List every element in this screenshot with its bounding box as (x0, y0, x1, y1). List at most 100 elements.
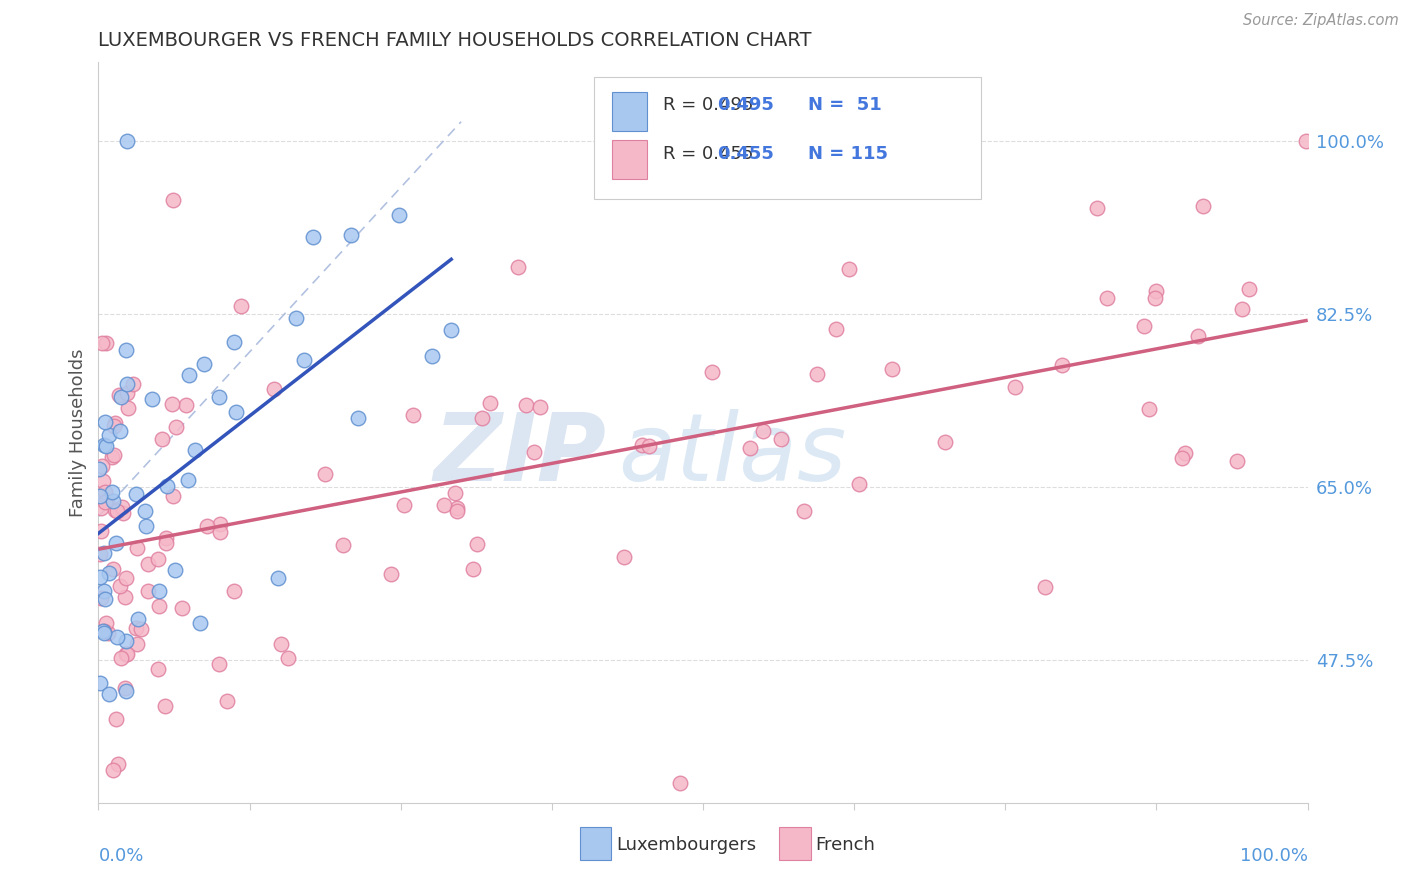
Point (225, 405, 247, 419)
Point (824, 322, 846, 336)
Point (446, 504, 468, 518)
Point (461, 562, 484, 576)
Point (93, 438, 115, 452)
Point (91, 475, 114, 489)
Point (1085, 201, 1108, 215)
Point (217, 694, 239, 708)
Point (165, 419, 187, 434)
Point (90, 501, 112, 516)
Point (98, 687, 121, 701)
Point (523, 445, 546, 459)
FancyBboxPatch shape (779, 827, 811, 860)
Text: Source: ZipAtlas.com: Source: ZipAtlas.com (1243, 13, 1399, 29)
Point (115, 377, 138, 392)
Point (314, 467, 336, 481)
Point (148, 599, 170, 614)
Point (270, 637, 292, 651)
Point (97, 427, 120, 442)
Point (1004, 379, 1026, 393)
Point (90, 591, 112, 605)
Point (380, 567, 402, 582)
Point (848, 476, 870, 491)
Point (172, 600, 194, 615)
Point (93, 583, 115, 598)
Point (135, 518, 157, 533)
Point (446, 500, 468, 515)
Y-axis label: Family Households: Family Households (69, 349, 87, 516)
Point (101, 493, 124, 508)
Point (91, 624, 114, 638)
Point (402, 408, 425, 422)
Point (93, 592, 115, 607)
Point (163, 563, 186, 577)
Point (700, 365, 723, 379)
Point (104, 503, 127, 517)
Point (97, 626, 120, 640)
Point (87, 462, 110, 476)
Point (515, 398, 537, 412)
Point (443, 485, 465, 500)
Point (101, 562, 124, 576)
Point (224, 335, 246, 350)
Point (882, 361, 904, 376)
Point (471, 411, 494, 425)
Text: ZIP: ZIP (433, 409, 606, 500)
Point (752, 424, 775, 438)
Point (114, 343, 136, 358)
Point (793, 503, 815, 517)
Point (209, 516, 232, 531)
Point (162, 489, 184, 503)
Point (155, 531, 177, 545)
Point (1174, 446, 1197, 460)
Point (188, 615, 211, 630)
FancyBboxPatch shape (579, 827, 612, 860)
Point (637, 439, 659, 453)
Point (162, 193, 184, 207)
Point (110, 390, 132, 404)
Point (107, 757, 129, 772)
Point (96, 493, 118, 508)
Point (529, 401, 551, 415)
Point (340, 227, 363, 242)
Text: N = 115: N = 115 (808, 145, 889, 162)
Point (110, 425, 132, 439)
Point (465, 536, 488, 550)
Point (146, 662, 169, 676)
Text: LUXEMBOURGER VS FRENCH FAMILY HOUSEHOLDS CORRELATION CHART: LUXEMBOURGER VS FRENCH FAMILY HOUSEHOLDS… (98, 30, 811, 50)
Point (1171, 450, 1194, 465)
Point (806, 368, 828, 382)
Point (105, 630, 128, 644)
Point (388, 209, 411, 223)
Point (138, 557, 160, 571)
Point (294, 353, 316, 368)
Point (208, 657, 231, 672)
Point (89, 547, 111, 561)
Point (150, 432, 173, 446)
Text: R = 0.495: R = 0.495 (664, 96, 754, 114)
Text: atlas: atlas (619, 409, 846, 500)
Point (115, 135, 138, 149)
Point (174, 397, 197, 411)
Point (115, 634, 138, 648)
Point (668, 776, 690, 790)
Point (114, 647, 136, 661)
Point (740, 441, 762, 455)
Point (1226, 454, 1249, 468)
Point (332, 538, 354, 552)
Point (110, 650, 132, 665)
Text: 0.495: 0.495 (717, 96, 775, 114)
Point (285, 310, 308, 325)
Point (104, 535, 127, 549)
Point (125, 621, 148, 635)
Point (440, 323, 463, 337)
Text: 0.455: 0.455 (717, 145, 775, 162)
Point (770, 432, 793, 446)
Point (347, 410, 370, 425)
Point (105, 504, 128, 518)
Point (433, 498, 456, 512)
Point (111, 500, 134, 514)
Point (208, 525, 231, 540)
Point (1143, 292, 1166, 306)
Point (117, 401, 139, 416)
FancyBboxPatch shape (613, 92, 647, 130)
